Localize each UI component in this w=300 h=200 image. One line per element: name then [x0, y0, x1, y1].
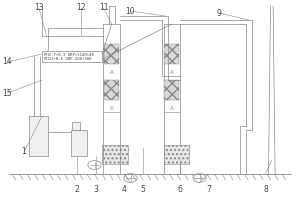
Text: A: A — [110, 106, 114, 110]
Text: PH2.7+0.3 ORP+1140+40: PH2.7+0.3 ORP+1140+40 — [44, 53, 93, 57]
Text: A: A — [170, 70, 174, 74]
Bar — [164, 44, 179, 64]
Text: 4: 4 — [122, 184, 127, 193]
Bar — [104, 80, 119, 100]
Text: A: A — [110, 70, 114, 74]
Text: 5: 5 — [140, 184, 145, 193]
Text: 7: 7 — [206, 184, 211, 193]
Text: 8: 8 — [263, 184, 268, 193]
Text: 6: 6 — [178, 184, 182, 193]
Bar — [164, 145, 189, 164]
Text: 1: 1 — [22, 148, 26, 156]
Bar — [72, 122, 80, 130]
Text: 11: 11 — [99, 3, 108, 12]
Text: A: A — [170, 106, 174, 110]
Text: 14: 14 — [3, 58, 12, 66]
Text: 3: 3 — [94, 184, 98, 193]
Text: 13: 13 — [34, 3, 44, 12]
Bar — [102, 145, 128, 164]
Bar — [70, 130, 87, 156]
Bar — [164, 80, 179, 100]
Bar — [42, 51, 102, 62]
Text: 2: 2 — [74, 184, 79, 193]
Bar — [104, 44, 119, 64]
Text: 12: 12 — [76, 3, 86, 12]
Text: 15: 15 — [3, 88, 12, 98]
Text: PH12+0.5 ORP-500+300: PH12+0.5 ORP-500+300 — [44, 57, 91, 61]
Text: 9: 9 — [217, 8, 221, 18]
Text: 10: 10 — [126, 6, 135, 16]
Bar — [28, 116, 48, 156]
